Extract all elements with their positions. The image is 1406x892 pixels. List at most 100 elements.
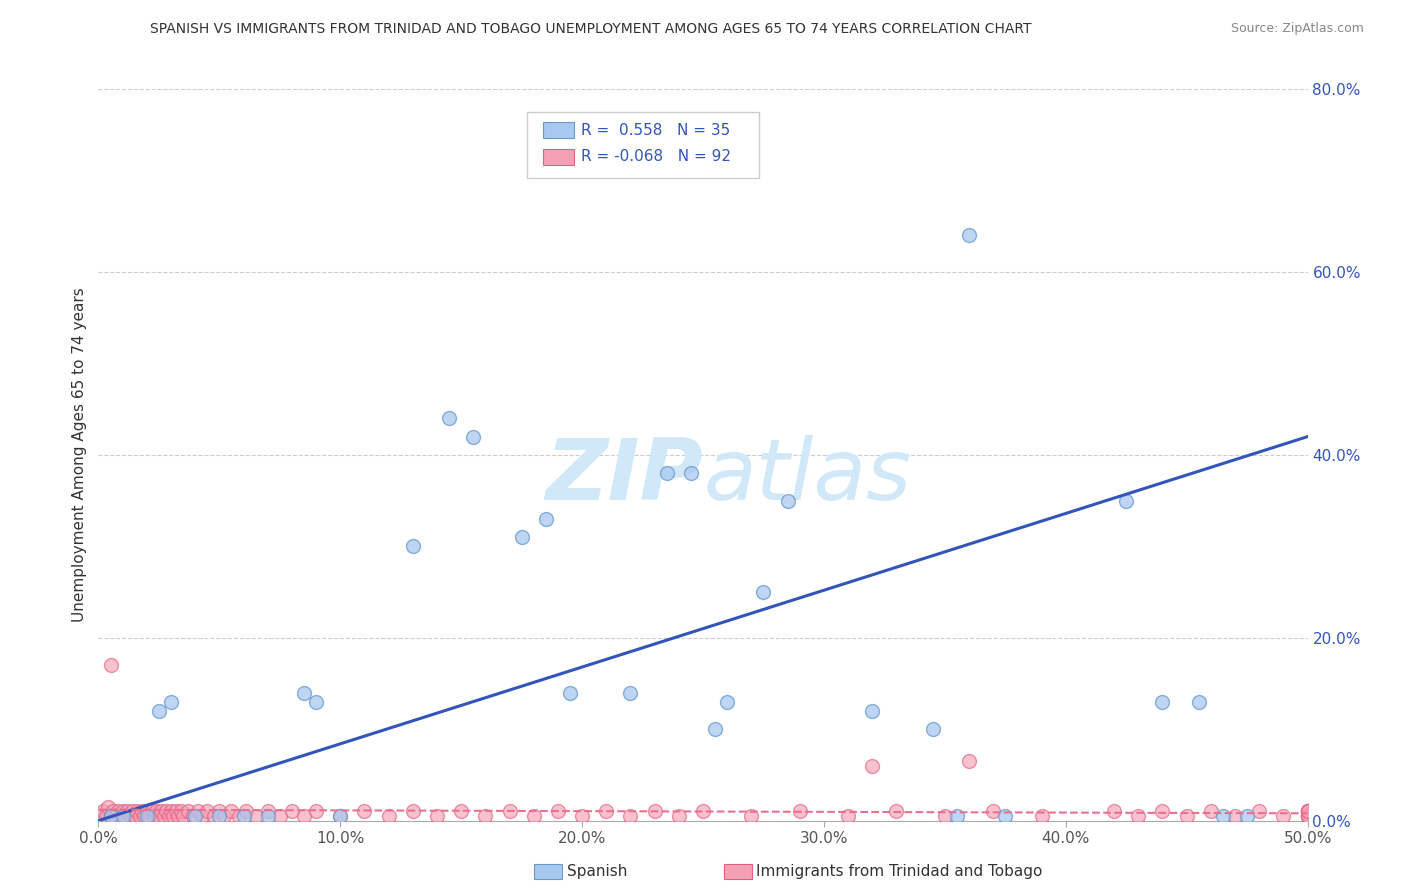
Point [1272, 809, 1295, 823]
Point [124, 809, 146, 823]
Point [1031, 809, 1053, 823]
Point [150, 805, 173, 819]
Point [135, 809, 157, 823]
Point [108, 809, 131, 823]
Point [1199, 805, 1222, 819]
Point [957, 754, 980, 768]
Point [141, 805, 163, 819]
Point [1175, 809, 1198, 823]
Point [256, 805, 278, 819]
Point [1296, 805, 1319, 819]
Point [1115, 493, 1137, 508]
Point [160, 805, 183, 819]
Point [837, 809, 859, 823]
Point [148, 704, 170, 718]
Point [305, 805, 328, 819]
Text: atlas: atlas [703, 435, 911, 518]
Point [1236, 809, 1258, 823]
Point [1188, 695, 1211, 709]
Point [934, 809, 956, 823]
Point [644, 805, 666, 819]
Point [426, 809, 449, 823]
Point [162, 809, 184, 823]
Point [235, 805, 257, 819]
Point [167, 809, 190, 823]
Point [104, 809, 127, 823]
Text: Immigrants from Trinidad and Tobago: Immigrants from Trinidad and Tobago [756, 864, 1043, 879]
Point [1296, 805, 1319, 819]
Point [145, 805, 167, 819]
Text: SPANISH VS IMMIGRANTS FROM TRINIDAD AND TOBAGO UNEMPLOYMENT AMONG AGES 65 TO 74 : SPANISH VS IMMIGRANTS FROM TRINIDAD AND … [150, 22, 1031, 37]
Point [131, 805, 153, 819]
Point [91, 805, 114, 819]
Point [191, 809, 214, 823]
Point [195, 805, 218, 819]
Point [138, 809, 160, 823]
Point [655, 466, 678, 480]
Point [87, 809, 110, 823]
Point [1296, 805, 1319, 819]
Point [752, 585, 775, 599]
Point [1223, 809, 1246, 823]
Point [1296, 809, 1319, 823]
Point [148, 809, 170, 823]
Point [558, 685, 581, 699]
Point [117, 805, 139, 819]
Point [1296, 805, 1319, 819]
Point [437, 411, 460, 425]
Point [169, 805, 191, 819]
Point [184, 809, 207, 823]
Point [97, 800, 120, 814]
Point [402, 539, 425, 553]
Point [523, 809, 546, 823]
Point [100, 809, 122, 823]
Point [1212, 809, 1234, 823]
Point [860, 758, 883, 772]
Point [716, 695, 738, 709]
Text: Source: ZipAtlas.com: Source: ZipAtlas.com [1230, 22, 1364, 36]
Point [981, 805, 1004, 819]
Point [510, 530, 533, 544]
Point [946, 809, 969, 823]
Point [595, 805, 617, 819]
Point [208, 805, 231, 819]
Point [692, 805, 714, 819]
Point [1296, 809, 1319, 823]
Text: Spanish: Spanish [567, 864, 627, 879]
Point [127, 805, 149, 819]
Point [498, 805, 520, 819]
Point [1152, 695, 1174, 709]
Point [157, 809, 180, 823]
Point [204, 809, 226, 823]
Point [107, 805, 129, 819]
Point [1152, 805, 1174, 819]
Point [269, 809, 291, 823]
Point [704, 723, 727, 737]
Point [994, 809, 1017, 823]
Point [474, 809, 496, 823]
Point [111, 805, 134, 819]
Point [860, 704, 883, 718]
Point [619, 685, 641, 699]
Point [187, 805, 209, 819]
Point [212, 809, 235, 823]
Point [134, 809, 156, 823]
Point [232, 809, 254, 823]
Point [1249, 805, 1271, 819]
Point [353, 805, 375, 819]
Point [181, 809, 204, 823]
Point [228, 809, 250, 823]
Point [177, 805, 200, 819]
Point [245, 809, 267, 823]
Point [256, 809, 278, 823]
Point [165, 805, 187, 819]
Point [679, 466, 702, 480]
Point [305, 695, 328, 709]
Point [1128, 809, 1150, 823]
Point [789, 805, 811, 819]
Point [143, 809, 166, 823]
Point [114, 809, 136, 823]
Point [100, 658, 122, 673]
Point [886, 805, 908, 819]
Point [152, 809, 174, 823]
